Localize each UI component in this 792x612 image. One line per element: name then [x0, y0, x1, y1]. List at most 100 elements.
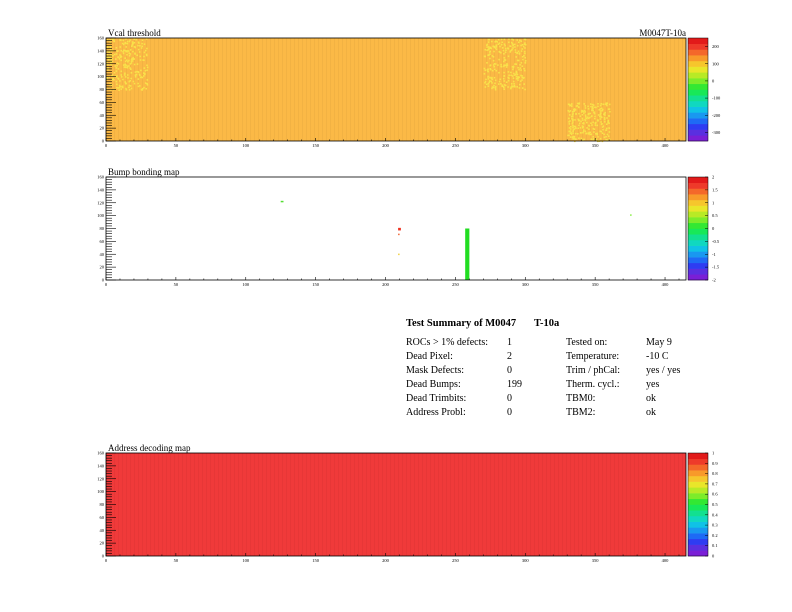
- hot-pixel: [580, 120, 582, 123]
- hot-pixel: [126, 59, 128, 61]
- hot-pixel: [572, 112, 574, 115]
- hot-pixel: [587, 132, 589, 135]
- hot-pixel: [486, 62, 488, 64]
- hot-pixel: [511, 42, 514, 45]
- pixel-column: [374, 38, 375, 141]
- palette-tick-label: -0.5: [712, 239, 720, 244]
- hot-pixel: [132, 43, 134, 45]
- pixel-column: [290, 453, 291, 556]
- palette-segment: [688, 498, 708, 505]
- pixel-column: [410, 38, 411, 141]
- hot-pixel: [570, 104, 572, 107]
- hot-pixel: [570, 125, 572, 128]
- pixel-column: [446, 453, 447, 556]
- hot-pixel: [516, 86, 518, 88]
- hot-pixel: [577, 106, 580, 108]
- summary-left-value: 199: [507, 379, 522, 390]
- hot-pixel: [484, 86, 487, 88]
- summary-left-label: ROCs > 1% defects:: [406, 337, 489, 348]
- hot-pixel: [569, 110, 572, 112]
- hot-pixel: [515, 70, 518, 73]
- hot-pixel: [574, 132, 577, 135]
- pixel-column: [538, 453, 539, 556]
- hot-pixel: [497, 38, 500, 41]
- hot-pixel: [494, 47, 497, 49]
- hot-pixel: [128, 55, 131, 57]
- hot-pixel: [507, 86, 509, 88]
- hot-pixel: [608, 131, 611, 133]
- pixel-column: [502, 453, 503, 556]
- palette-tick-label: -1.5: [712, 265, 720, 270]
- pixel-column: [258, 38, 259, 141]
- hot-pixel: [142, 59, 144, 61]
- hot-pixel: [492, 45, 494, 48]
- plot-area: [106, 38, 686, 141]
- pixel-column: [430, 38, 431, 141]
- pixel-column: [422, 38, 423, 141]
- hot-pixel: [524, 56, 526, 59]
- pixel-column: [346, 453, 347, 556]
- hot-pixel: [134, 46, 136, 49]
- hot-pixel: [583, 112, 585, 114]
- hot-pixel: [111, 38, 114, 41]
- pixel-column: [178, 453, 179, 556]
- hot-pixel: [507, 47, 510, 50]
- hot-pixel: [491, 82, 493, 84]
- pixel-column: [458, 453, 459, 556]
- hot-pixel: [106, 50, 109, 53]
- hot-pixel: [500, 38, 503, 41]
- hot-pixel: [608, 138, 611, 141]
- y-tick-label: 140: [97, 48, 105, 53]
- pixel-column: [546, 453, 547, 556]
- hot-pixel: [498, 83, 500, 85]
- summary-right-value: yes: [646, 379, 660, 390]
- hot-pixel: [493, 68, 496, 71]
- hot-pixel: [512, 39, 515, 41]
- y-tick-label: 20: [100, 265, 105, 270]
- hot-pixel: [601, 132, 604, 134]
- hot-pixel: [575, 127, 577, 129]
- hot-pixel: [523, 67, 525, 70]
- hot-pixel: [107, 63, 109, 66]
- hot-pixel: [512, 44, 514, 47]
- hot-pixel: [127, 77, 129, 79]
- pixel-column: [602, 453, 603, 556]
- y-tick-label: 100: [97, 213, 105, 218]
- hot-pixel: [516, 73, 519, 76]
- hot-pixel: [524, 43, 527, 46]
- palette-segment: [688, 453, 708, 460]
- hot-pixel: [581, 125, 584, 127]
- pixel-column: [250, 38, 251, 141]
- hot-pixel: [133, 82, 136, 85]
- hot-pixel: [109, 89, 112, 91]
- y-tick-label: 0: [102, 554, 105, 559]
- summary-title: Test Summary of M0047: [406, 318, 517, 329]
- hot-pixel: [491, 86, 494, 88]
- hot-pixel: [126, 40, 129, 43]
- hot-pixel: [124, 57, 126, 59]
- pixel-column: [270, 38, 271, 141]
- hot-pixel: [138, 51, 141, 53]
- hot-pixel: [569, 120, 571, 122]
- hot-pixel: [483, 73, 486, 75]
- hot-pixel: [137, 44, 139, 47]
- pixel-column: [326, 453, 327, 556]
- pixel-column: [542, 38, 543, 141]
- palette-segment: [688, 470, 708, 477]
- palette-frame: [687, 37, 709, 142]
- hot-pixel: [106, 76, 108, 79]
- hot-pixel: [577, 118, 580, 121]
- hot-pixel: [128, 80, 131, 83]
- hot-pixel: [590, 122, 592, 124]
- pixel-column: [526, 38, 527, 141]
- hot-pixel: [601, 126, 604, 128]
- hot-pixel: [602, 125, 605, 127]
- hot-pixel: [521, 76, 524, 79]
- hot-pixel: [592, 127, 595, 130]
- pixel-column: [598, 38, 599, 141]
- hot-pixel: [112, 77, 114, 80]
- hot-pixel: [113, 53, 116, 56]
- hot-pixel: [514, 63, 516, 65]
- hot-pixel: [501, 47, 504, 49]
- pixel-column: [642, 38, 643, 141]
